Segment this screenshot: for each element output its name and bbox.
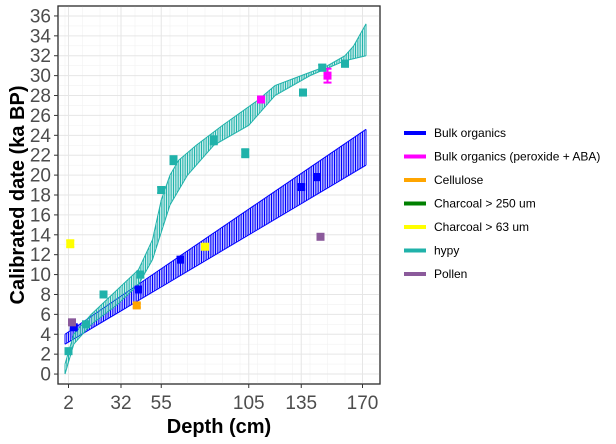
band-upper-edge — [64, 23, 367, 365]
data-point — [257, 95, 265, 104]
point-marker — [241, 149, 250, 158]
y-tick-label: 34 — [30, 26, 52, 47]
y-tick-label: 10 — [30, 265, 51, 286]
x-tick-label: 2 — [63, 393, 74, 414]
point-marker — [82, 320, 90, 329]
legend-item: Pollen — [404, 267, 467, 281]
data-point — [99, 290, 108, 299]
x-axis: 2 32 55 105 135 170 — [63, 384, 378, 414]
y-tick-label: 8 — [40, 285, 51, 306]
y-tick-label: 36 — [30, 6, 51, 27]
y-tick-label: 14 — [30, 225, 52, 246]
point-marker — [341, 59, 349, 68]
y-tick-label: 22 — [30, 146, 51, 167]
data-point — [176, 255, 185, 264]
data-point — [201, 242, 209, 251]
x-tick-label: 135 — [285, 393, 317, 414]
legend-label: Charcoal > 63 um — [434, 220, 529, 234]
data-point — [297, 183, 306, 192]
data-point — [132, 301, 141, 310]
legend-item: Charcoal > 63 um — [404, 220, 529, 234]
data-point — [316, 232, 325, 241]
point-marker — [323, 71, 332, 80]
x-tick-label: 170 — [347, 393, 379, 414]
point-marker — [64, 347, 73, 356]
y-tick-label: 0 — [40, 365, 51, 386]
data-point — [82, 320, 90, 329]
point-marker — [257, 95, 265, 104]
y-tick-label: 4 — [40, 325, 51, 346]
legend-label: Cellulose — [434, 173, 484, 187]
legend-item: Bulk organics — [404, 126, 506, 140]
x-tick-label: 105 — [233, 393, 265, 414]
point-marker — [99, 290, 108, 299]
data-point — [299, 88, 307, 97]
y-tick-label: 30 — [30, 66, 51, 87]
point-marker — [169, 156, 178, 165]
point-marker — [69, 323, 78, 332]
y-tick-label: 16 — [30, 205, 51, 226]
point-marker — [201, 242, 209, 251]
point-marker — [318, 63, 327, 72]
age-model-bands — [64, 23, 367, 375]
y-tick-label: 24 — [30, 126, 52, 147]
y-axis-title: Calibrated date (ka BP) — [7, 86, 29, 305]
x-tick-label: 32 — [110, 393, 131, 414]
point-marker — [66, 239, 75, 248]
y-tick-label: 2 — [40, 345, 51, 366]
data-point — [209, 135, 218, 146]
point-marker — [209, 136, 218, 145]
legend-item: Bulk organics (peroxide + ABA) — [404, 150, 600, 164]
x-tick-label: 55 — [151, 393, 172, 414]
y-tick-label: 20 — [30, 166, 51, 187]
y-tick-label: 6 — [40, 305, 51, 326]
point-marker — [313, 173, 321, 182]
data-point — [134, 285, 143, 294]
data-point — [241, 148, 250, 159]
data-point — [68, 318, 76, 327]
y-tick-label: 18 — [30, 186, 51, 207]
band-lower-edge — [64, 164, 367, 345]
point-marker — [68, 318, 76, 327]
band-upper-edge — [64, 128, 367, 335]
point-marker — [316, 232, 325, 241]
legend: Bulk organics Bulk organics (peroxide + A… — [404, 126, 600, 281]
data-point — [136, 270, 145, 279]
legend-item: hypy — [404, 244, 459, 258]
data-point — [64, 347, 73, 356]
age-model-band — [64, 23, 367, 375]
legend-label: Bulk organics — [434, 126, 506, 140]
data-points — [64, 59, 349, 356]
legend-item: Cellulose — [404, 173, 484, 187]
legend-label: Bulk organics (peroxide + ABA) — [434, 150, 600, 164]
point-marker — [176, 255, 185, 264]
y-tick-label: 32 — [30, 46, 51, 67]
point-marker — [134, 285, 143, 294]
legend-label: hypy — [434, 244, 459, 258]
legend-item: Charcoal > 250 um — [404, 197, 536, 211]
y-tick-label: 28 — [30, 86, 51, 107]
data-point — [341, 59, 349, 68]
data-point — [157, 186, 166, 195]
point-marker — [136, 270, 145, 279]
data-point — [169, 155, 178, 166]
age-model-band — [64, 128, 367, 345]
grid-major — [58, 6, 380, 384]
point-marker — [299, 88, 307, 97]
data-point — [313, 173, 321, 182]
data-point — [318, 63, 327, 72]
y-tick-label: 26 — [30, 106, 51, 127]
point-marker — [157, 186, 166, 195]
band-lower-edge — [64, 55, 367, 375]
x-axis-title: Depth (cm) — [167, 416, 271, 438]
legend-label: Charcoal > 250 um — [434, 197, 536, 211]
legend-label: Pollen — [434, 267, 467, 281]
point-marker — [132, 301, 141, 310]
y-tick-label: 12 — [30, 245, 51, 266]
data-point — [66, 239, 75, 249]
point-marker — [297, 183, 306, 192]
